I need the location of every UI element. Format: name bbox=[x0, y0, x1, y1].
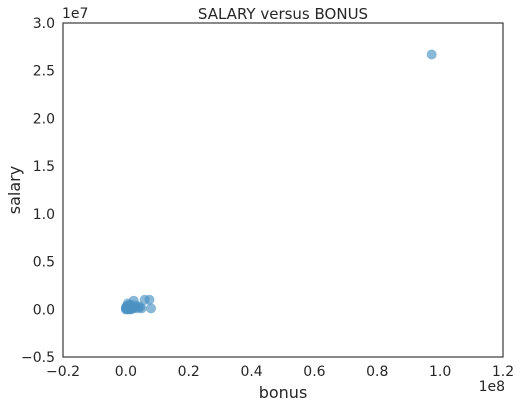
data-point bbox=[146, 303, 156, 313]
x-tick-labels: −0.2 0.0 0.2 0.4 0.6 0.8 1.0 1.2 bbox=[46, 364, 514, 380]
y-tick-label: 2.0 bbox=[33, 111, 55, 127]
x-tick-label: 1.0 bbox=[429, 364, 451, 380]
y-tick-label: 3.0 bbox=[33, 16, 55, 32]
x-tick-label: 0.2 bbox=[178, 364, 200, 380]
x-tick-label: 0.6 bbox=[303, 364, 325, 380]
data-point bbox=[135, 302, 145, 312]
x-multiplier-label: 1e8 bbox=[479, 379, 505, 395]
data-point bbox=[427, 49, 437, 59]
y-tick-label: 0.0 bbox=[33, 302, 55, 318]
x-tick-label: 0.8 bbox=[366, 364, 388, 380]
y-axis-label: salary bbox=[5, 166, 24, 214]
y-tick-label: 2.5 bbox=[33, 64, 55, 80]
data-points bbox=[121, 49, 437, 314]
data-point bbox=[123, 301, 133, 311]
x-tick-label: 0.4 bbox=[240, 364, 262, 380]
x-tick-label: 1.2 bbox=[492, 364, 514, 380]
x-axis-label: bonus bbox=[259, 383, 308, 402]
chart-title: SALARY versus BONUS bbox=[198, 5, 368, 23]
x-tick-label: 0.0 bbox=[115, 364, 137, 380]
y-tick-label: 1.0 bbox=[33, 207, 55, 223]
y-tick-label: 1.5 bbox=[33, 159, 55, 175]
y-tick-label: −0.5 bbox=[21, 350, 55, 366]
x-tick-label: −0.2 bbox=[46, 364, 80, 380]
y-tick-label: 0.5 bbox=[33, 255, 55, 271]
y-tick-labels: −0.5 0.0 0.5 1.0 1.5 2.0 2.5 3.0 bbox=[21, 16, 55, 366]
y-multiplier-label: 1e7 bbox=[62, 6, 88, 22]
